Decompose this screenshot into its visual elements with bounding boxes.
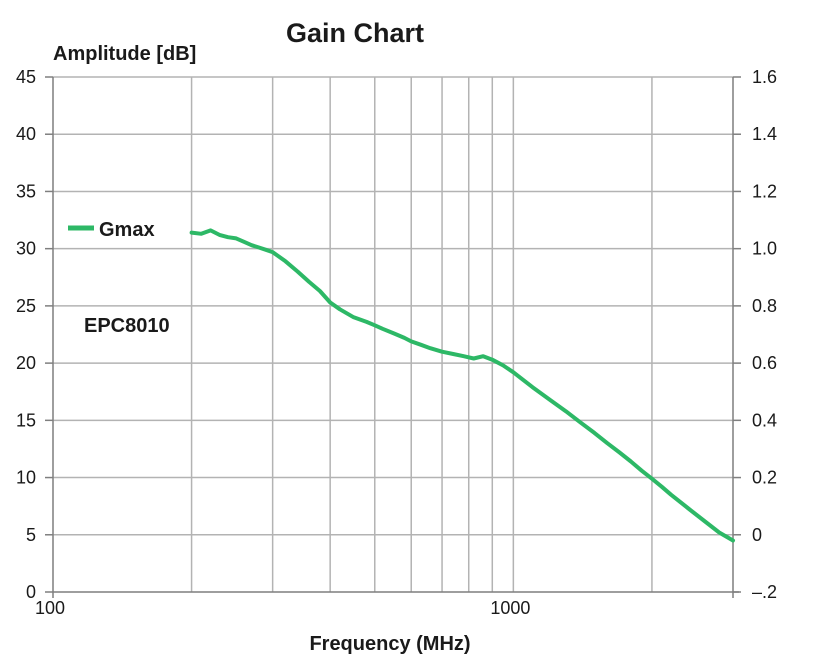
y-tick-label: 30 <box>16 239 36 259</box>
grid <box>53 76 733 592</box>
x-axis-title: Frequency (MHz) <box>309 633 470 655</box>
y-tick-label: 35 <box>16 181 36 201</box>
y2-tick-label: 1.6 <box>752 67 777 87</box>
y2-tick-label: 0 <box>752 525 762 545</box>
y2-tick-label: 1.4 <box>752 124 777 144</box>
y-tick-label: 5 <box>26 525 36 545</box>
y2-tick-label: 0.6 <box>752 353 777 373</box>
y-tick-label: 0 <box>26 582 36 602</box>
y2-tick-label: –.2 <box>752 582 777 602</box>
y2-tick-label: 0.8 <box>752 296 777 316</box>
y-axis-title: Amplitude [dB] <box>53 43 196 65</box>
y-tick-label: 20 <box>16 353 36 373</box>
y-tick-label: 40 <box>16 124 36 144</box>
x-tick-label: 1000 <box>490 598 530 618</box>
y2-tick-label: 0.2 <box>752 468 777 488</box>
y-tick-label: 10 <box>16 468 36 488</box>
series <box>189 228 735 543</box>
axes <box>45 76 741 598</box>
legend-label-gmax: Gmax <box>99 219 155 241</box>
x-tick-label: 100 <box>35 598 65 618</box>
y2-tick-label: 1.2 <box>752 181 777 201</box>
chart-title: Gain Chart <box>286 18 424 48</box>
y2-tick-label: 0.4 <box>752 410 777 430</box>
y2-tick-labels: –.2 0 0.2 0.4 0.6 0.8 1.0 1.2 1.4 1.6 <box>752 67 777 602</box>
device-annotation: EPC8010 <box>84 315 170 337</box>
legend: Gmax <box>68 219 155 241</box>
y-tick-label: 15 <box>16 410 36 430</box>
y-tick-label: 25 <box>16 296 36 316</box>
y-tick-label: 45 <box>16 67 36 87</box>
series-line-gmax <box>189 228 735 543</box>
x-tick-labels: 100 1000 <box>35 598 530 618</box>
y2-tick-label: 1.0 <box>752 239 777 259</box>
y-tick-labels: 0 5 10 15 20 25 30 35 40 45 <box>16 67 36 602</box>
